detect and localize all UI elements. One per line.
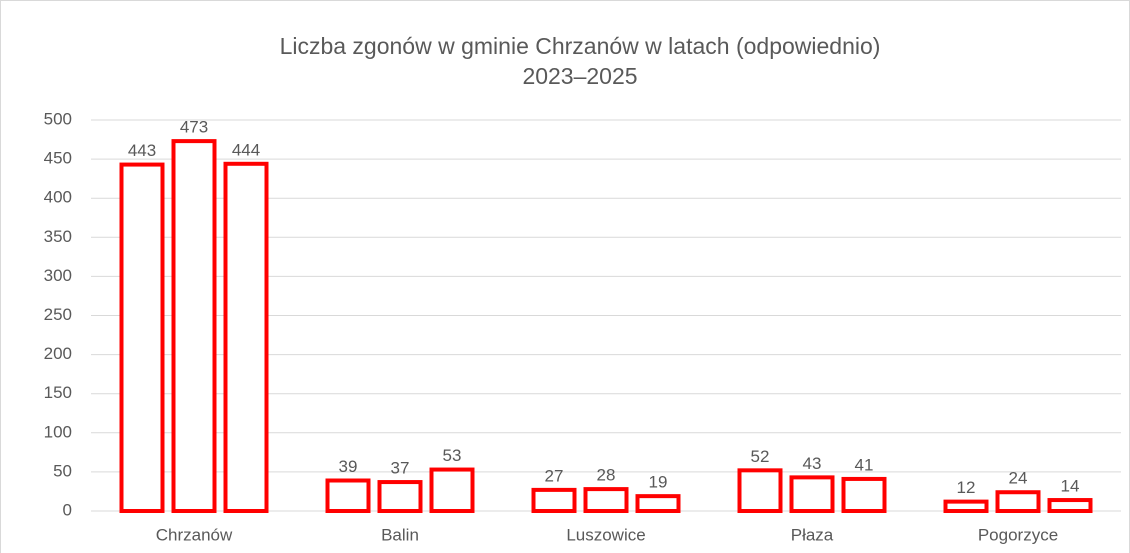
data-label: 52: [751, 447, 770, 466]
y-tick-label: 150: [44, 383, 72, 402]
bar: [171, 139, 217, 513]
data-label: 43: [803, 454, 822, 473]
y-tick-label: 100: [44, 422, 72, 441]
data-label: 28: [597, 466, 616, 485]
x-tick-label: Płaza: [791, 525, 834, 544]
y-tick-label: 250: [44, 305, 72, 324]
data-label: 37: [391, 459, 410, 478]
bar: [429, 467, 475, 513]
data-label: 12: [957, 478, 976, 497]
y-tick-label: 300: [44, 266, 72, 285]
bar: [325, 478, 371, 514]
y-tick-label: 50: [53, 461, 72, 480]
y-tick-label: 500: [44, 109, 72, 128]
data-label: 53: [443, 446, 462, 465]
bar: [119, 162, 165, 513]
bar: [223, 161, 269, 514]
bar: [789, 475, 835, 513]
y-tick-label: 0: [63, 500, 72, 519]
data-label: 14: [1061, 477, 1080, 496]
x-tick-label: Balin: [381, 525, 419, 544]
bar: [583, 487, 629, 514]
x-tick-label: Luszowice: [566, 525, 645, 544]
chart-title: Liczba zgonów w gminie Chrzanów w latach…: [280, 33, 881, 59]
data-label: 443: [128, 141, 156, 160]
data-label: 27: [545, 466, 564, 485]
data-label: 41: [855, 455, 874, 474]
data-label: 444: [232, 140, 260, 159]
bar: [737, 468, 783, 513]
bar: [1047, 498, 1093, 514]
y-tick-label: 450: [44, 149, 72, 168]
bar: [841, 476, 887, 513]
data-label: 19: [649, 473, 668, 492]
y-tick-label: 400: [44, 188, 72, 207]
bar: [531, 487, 577, 513]
y-tick-label: 350: [44, 227, 72, 246]
data-label: 24: [1009, 469, 1028, 488]
data-label: 39: [339, 457, 358, 476]
x-tick-label: Chrzanów: [156, 525, 233, 544]
bar: [943, 499, 989, 513]
y-tick-label: 200: [44, 344, 72, 363]
x-tick-label: Pogorzyce: [978, 525, 1058, 544]
data-label: 473: [180, 118, 208, 137]
bar: [377, 480, 423, 514]
bar: [995, 490, 1041, 513]
bar: [635, 494, 681, 513]
chart-title: 2023–2025: [522, 63, 637, 89]
